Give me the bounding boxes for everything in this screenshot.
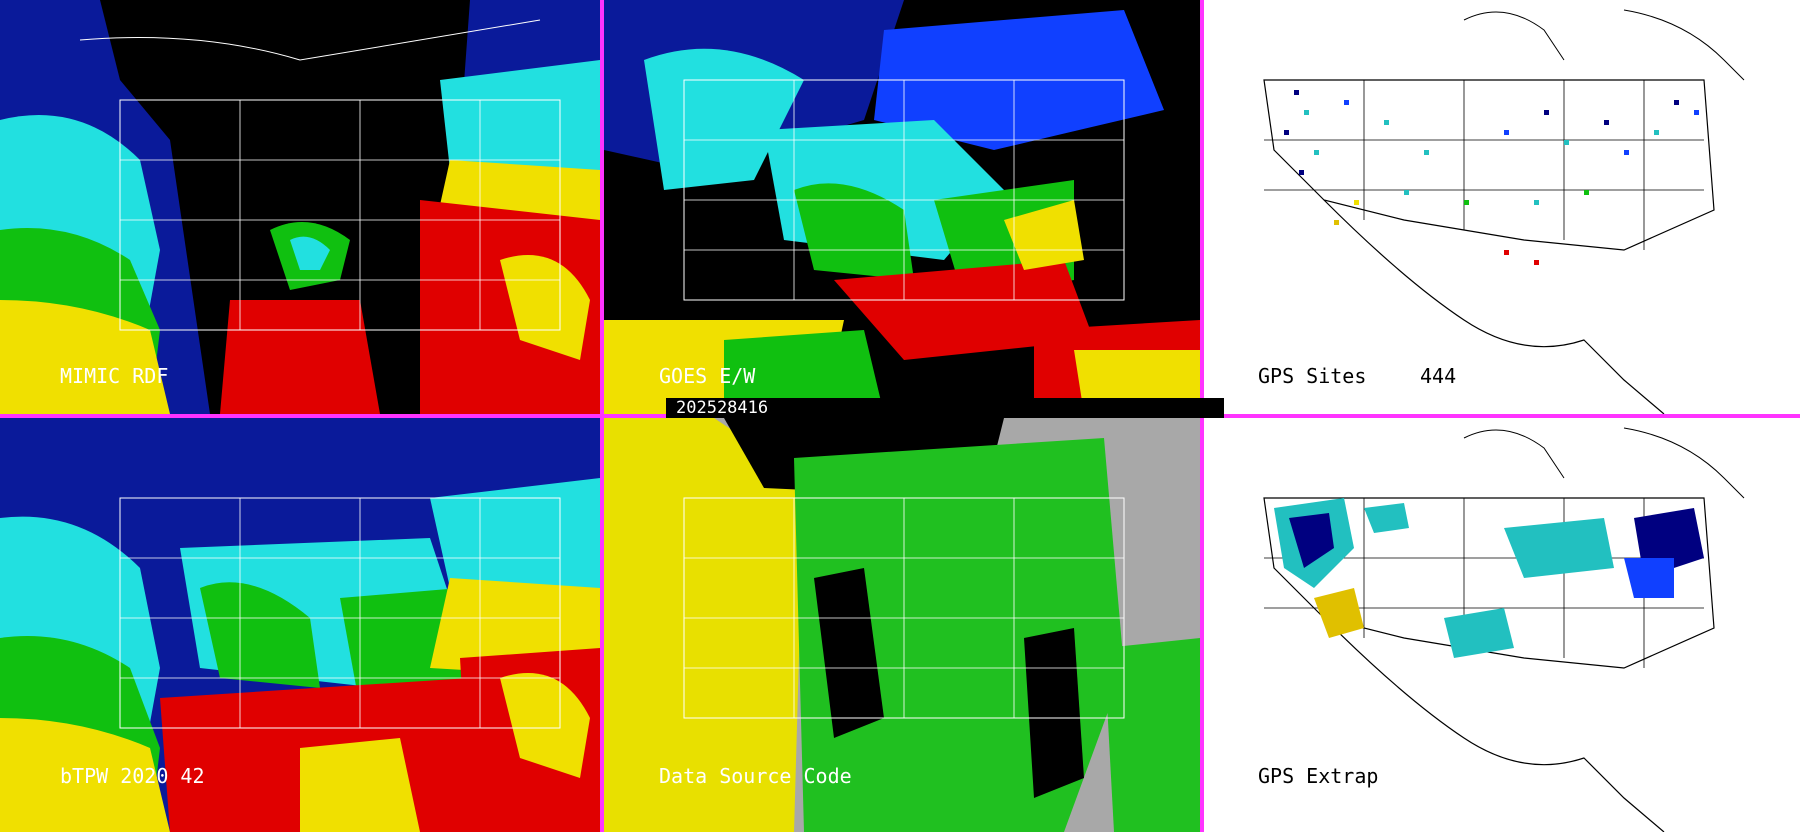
goes-ew-map [604, 0, 1200, 414]
data-source-code-map [604, 418, 1200, 832]
panel-label: bTPW 2020 42 [60, 764, 205, 788]
mimic-rdf-map [0, 0, 600, 414]
timestamp-bar: 202528416 [666, 398, 1224, 418]
gps-extrap-panel: GPS Extrap [1204, 418, 1800, 832]
btpw-panel: bTPW 2020 42 [0, 418, 600, 832]
panel-label: GPS Extrap [1258, 764, 1379, 788]
panel-label: GOES E/W [659, 364, 756, 388]
mimic-rdf-panel: MIMIC RDF [0, 0, 600, 414]
gps-site-count: 444 [1420, 364, 1457, 388]
gps-extrap-map [1204, 418, 1800, 832]
btpw-map [0, 418, 600, 832]
panel-label: GPS Sites [1258, 364, 1367, 388]
gps-sites-map [1204, 0, 1800, 414]
data-source-code-panel: Data Source Code [604, 418, 1200, 832]
panel-label: Data Source Code [659, 764, 852, 788]
panel-label: MIMIC RDF [60, 364, 169, 388]
gps-sites-panel: GPS Sites 444 [1204, 0, 1800, 414]
goes-ew-panel: GOES E/W [604, 0, 1200, 414]
